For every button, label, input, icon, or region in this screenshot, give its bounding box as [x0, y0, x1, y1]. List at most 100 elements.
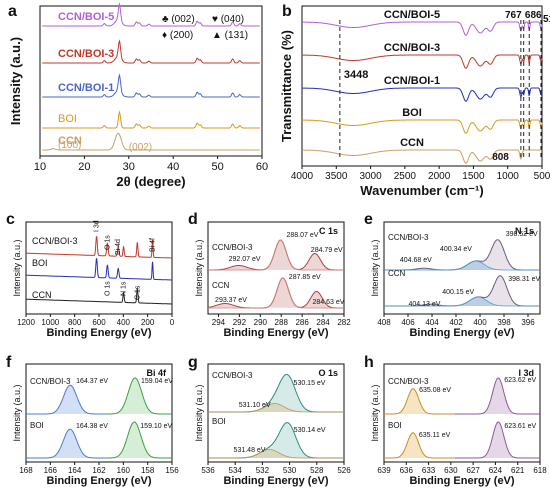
panel-c-xtick-label-2: 800 — [68, 318, 82, 327]
panel-e-fit-0 — [384, 260, 540, 271]
panel-h-xtick-label-5: 624 — [489, 466, 503, 475]
panel-e-annot-5: 404.13 eV — [408, 301, 440, 308]
panel-g-annot-0: 530.15 eV — [294, 380, 326, 387]
panel-b-xtick-label-6: 1000 — [497, 171, 520, 182]
panel-g-fit-0 — [208, 403, 344, 413]
panel-a-xtick-label-3: 40 — [167, 161, 179, 173]
panel-b-series-label-1: CCN/BOI-3 — [384, 42, 440, 54]
panel-h-xtick-label-3: 630 — [444, 466, 458, 475]
panel-e-xtick-label-0: 408 — [377, 318, 391, 327]
panel-a-series-1 — [42, 39, 260, 64]
panel-e-annot-3: 398.31 eV — [508, 276, 540, 283]
panel-g-annot-3: 531.48 eV — [234, 447, 266, 454]
panel-b-xtick-label-5: 1500 — [462, 171, 485, 182]
panel-a-legend-1: ♥ (040) — [212, 14, 244, 25]
panel-c-annot-3: Bi 4f — [150, 238, 157, 252]
panel-c-ylabel: Intensity (a.u.) — [12, 239, 22, 296]
panel-g-title: O 1s — [318, 368, 338, 378]
panel-e-xtick-label-1: 406 — [401, 318, 415, 327]
panel-e-annot-1: 400.34 eV — [440, 246, 472, 253]
panel-a-ylabel: Intensity (a.u.) — [8, 37, 23, 125]
panel-a-series-2 — [42, 73, 260, 98]
panel-b-ylabel: Transmittance (%) — [279, 30, 294, 142]
panel-a-series-3 — [42, 110, 260, 129]
panel-d: 294 292 290 288 286 284 282 Binding Energy (eV)… — [188, 211, 351, 339]
panel-b-series-3 — [302, 119, 543, 134]
panel-b-xtick-label-7: 500 — [534, 171, 550, 182]
panel-f-xtick-label-6: 156 — [165, 466, 179, 475]
panel-d-ylabel: Intensity (a.u.) — [194, 239, 204, 296]
panel-e-letter: e — [364, 211, 373, 228]
panel-b-series-label-2: CCN/BOI-1 — [384, 75, 440, 87]
panel-f: 168 166 164 162 160 158 156 Binding Energy (eV)… — [6, 354, 179, 487]
panel-b-series-label-0: CCN/BOI-5 — [384, 9, 440, 21]
panel-a-xlabel: 2θ (degree) — [116, 174, 185, 189]
panel-d-xtick-label-5: 284 — [316, 318, 330, 327]
panel-f-xtick-label-4: 160 — [117, 466, 131, 475]
panel-h-peak1-1 — [384, 432, 455, 459]
panel-f-xtick-label-2: 164 — [68, 466, 82, 475]
panel-c: 1200 1000 800 600 400 200 0 Binding Energy (eV)… — [6, 211, 175, 339]
panel-h-annot-0: 635.08 eV — [419, 387, 451, 394]
panel-a-xtick-label-4: 50 — [211, 161, 223, 173]
panel-h-xtick-label-2: 633 — [422, 466, 436, 475]
panel-e-fit-1 — [384, 296, 540, 307]
panel-b-annot-4: 808 — [492, 152, 509, 163]
panel-a-annot-0: (100) — [58, 140, 81, 151]
panel-a-series-label-1: CCN/BOI-3 — [58, 48, 114, 60]
panel-h-peak2-1 — [454, 421, 540, 459]
panel-h-title: I 3d — [518, 368, 534, 378]
panel-f-series-label-0: CCN/BOI-3 — [30, 377, 71, 386]
panel-a-series-label-3: BOI — [58, 113, 77, 125]
panel-f-peak2-0 — [105, 377, 172, 415]
panel-b-frame — [301, 5, 543, 167]
panel-e-annot-0: 398.52 eV — [506, 231, 538, 238]
panel-e-series-0 — [384, 239, 540, 271]
panel-e-series-label-1: CCN — [388, 269, 406, 278]
panel-a-series-0 — [42, 2, 260, 27]
panel-f-annot-3: 159.10 eV — [140, 423, 172, 430]
panel-g-letter: g — [188, 354, 198, 371]
panel-g-xtick-label-0: 536 — [201, 466, 215, 475]
panel-g-frame — [207, 363, 345, 463]
panel-c-xtick-label-0: 1200 — [17, 318, 35, 327]
panel-e-annot-2: 404.68 eV — [400, 257, 432, 264]
panel-g-xtick-label-3: 530 — [283, 466, 297, 475]
panel-d-xlabel: Binding Energy (eV) — [223, 327, 328, 339]
panel-d-xtick-label-1: 292 — [233, 318, 247, 327]
panel-h-frame — [383, 363, 541, 463]
panel-g-xtick-label-4: 528 — [310, 466, 324, 475]
panel-h-xtick-label-0: 639 — [377, 466, 391, 475]
panel-h-ylabel: Intensity (a.u.) — [370, 384, 380, 441]
panel-b-series-2 — [302, 87, 543, 102]
panel-b-xtick-label-1: 3500 — [325, 171, 348, 182]
panel-a-xtick-label-5: 60 — [256, 161, 268, 173]
panel-b-series-label-3: BOI — [402, 107, 422, 119]
panel-c-annot-6: C 1s — [134, 285, 141, 300]
panel-g-ylabel: Intensity (a.u.) — [194, 384, 204, 441]
panel-h-peak2-0 — [454, 377, 540, 415]
panel-b-xtick-label-2: 3000 — [359, 171, 382, 182]
panel-g: 536 534 532 530 528 526 Binding Energy (eV) Int… — [188, 354, 351, 487]
panel-d-annot-0: 288.07 eV — [286, 232, 318, 239]
panel-a-legend-2: ♦ (200) — [162, 30, 193, 41]
panel-e-xlabel: Binding Energy (eV) — [409, 327, 514, 339]
panel-h-annot-3: 623.61 eV — [504, 423, 536, 430]
panel-b-series-1 — [302, 54, 543, 69]
panel-e-frame — [383, 221, 541, 315]
panel-d-xtick-label-3: 288 — [275, 318, 289, 327]
panel-f-ylabel: Intensity (a.u.) — [12, 384, 22, 441]
panel-b-series-4 — [302, 149, 542, 164]
panel-h-xtick-label-1: 636 — [400, 466, 414, 475]
panel-b-series-label-4: CCN — [400, 137, 424, 149]
panel-d-annot-3: 287.85 eV — [289, 274, 321, 281]
panel-h-xlabel: Binding Energy (eV) — [409, 475, 514, 487]
panel-f-series-label-1: BOI — [30, 421, 44, 430]
panel-a-series-4 — [42, 132, 260, 151]
panel-c-letter: c — [6, 211, 15, 228]
panel-e-xtick-label-3: 402 — [449, 318, 463, 327]
panel-g-series-label-0: CCN/BOI-3 — [212, 371, 253, 380]
panel-f-peak1-0 — [26, 384, 106, 415]
panel-e-annot-4: 400.15 eV — [442, 289, 474, 296]
panel-f-peak2-1 — [105, 421, 172, 459]
